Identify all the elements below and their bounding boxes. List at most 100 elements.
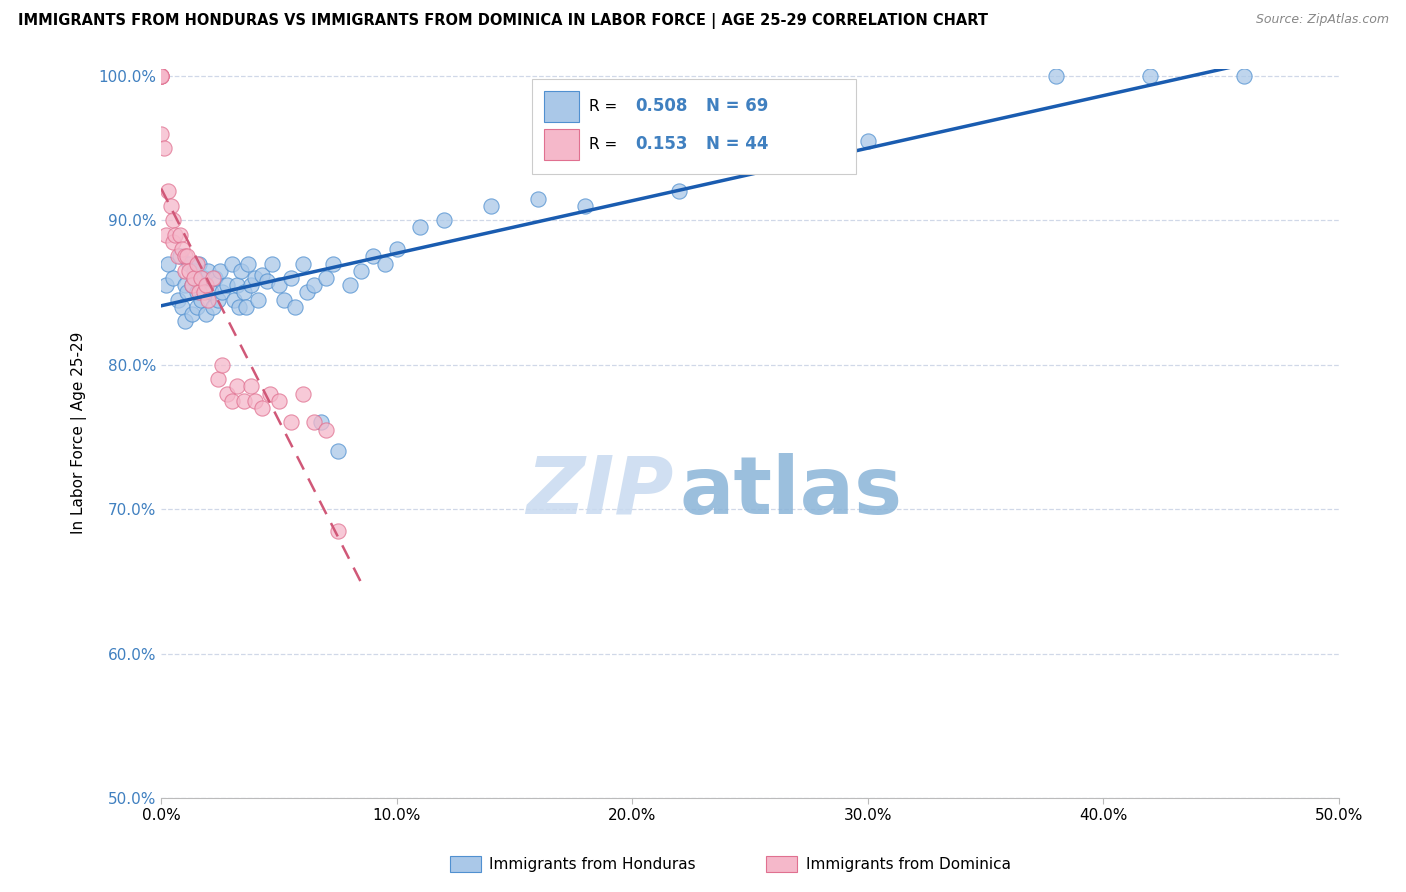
Point	[259, 386, 281, 401]
Point	[668, 184, 690, 198]
Point	[350, 264, 373, 278]
Point	[1139, 69, 1161, 83]
Point	[361, 249, 384, 263]
Point	[162, 235, 184, 249]
Point	[209, 264, 232, 278]
Point	[204, 271, 226, 285]
Point	[211, 285, 233, 300]
Point	[339, 278, 361, 293]
Text: Immigrants from Honduras: Immigrants from Honduras	[489, 857, 696, 871]
Point	[186, 300, 208, 314]
Point	[180, 307, 202, 321]
Text: ZIP: ZIP	[526, 452, 673, 531]
Point	[194, 307, 217, 321]
Point	[326, 524, 349, 538]
Point	[176, 285, 198, 300]
Point	[291, 386, 314, 401]
Text: 0.508: 0.508	[636, 97, 688, 115]
Point	[155, 278, 177, 293]
Point	[176, 249, 198, 263]
Point	[315, 423, 337, 437]
Point	[235, 300, 257, 314]
Point	[190, 293, 212, 307]
Point	[315, 271, 337, 285]
Point	[150, 127, 173, 141]
Point	[245, 393, 267, 408]
Point	[284, 300, 307, 314]
Point	[157, 256, 180, 270]
Point	[304, 416, 326, 430]
Point	[162, 213, 184, 227]
Point	[232, 393, 254, 408]
Bar	[544, 91, 579, 122]
Point	[256, 274, 278, 288]
Text: Immigrants from Dominica: Immigrants from Dominica	[806, 857, 1011, 871]
Point	[228, 300, 250, 314]
Point	[409, 220, 432, 235]
Point	[224, 293, 246, 307]
Point	[322, 256, 344, 270]
Point	[1233, 69, 1256, 83]
Point	[374, 256, 396, 270]
Point	[180, 278, 202, 293]
Point	[433, 213, 456, 227]
Text: R =: R =	[589, 136, 621, 152]
Point	[186, 285, 208, 300]
Point	[225, 278, 247, 293]
Point	[260, 256, 283, 270]
Point	[231, 264, 253, 278]
Text: atlas: atlas	[679, 452, 903, 531]
Point	[186, 256, 208, 270]
Point	[762, 155, 785, 169]
Point	[202, 300, 225, 314]
Point	[166, 249, 188, 263]
Point	[239, 278, 262, 293]
Point	[221, 256, 243, 270]
Point	[173, 278, 195, 293]
Point	[479, 199, 502, 213]
Point	[155, 227, 177, 242]
Point	[159, 199, 181, 213]
Point	[326, 444, 349, 458]
Point	[856, 134, 879, 148]
Point	[162, 271, 184, 285]
Point	[1045, 69, 1067, 83]
Point	[169, 227, 191, 242]
Text: R =: R =	[589, 99, 621, 114]
Point	[291, 256, 314, 270]
Point	[280, 271, 302, 285]
Text: IMMIGRANTS FROM HONDURAS VS IMMIGRANTS FROM DOMINICA IN LABOR FORCE | AGE 25-29 : IMMIGRANTS FROM HONDURAS VS IMMIGRANTS F…	[18, 13, 988, 29]
Text: N = 69: N = 69	[706, 97, 769, 115]
Point	[169, 249, 191, 263]
Point	[245, 271, 267, 285]
Point	[190, 278, 212, 293]
Point	[221, 393, 243, 408]
Point	[273, 293, 295, 307]
Point	[574, 199, 596, 213]
Point	[152, 141, 174, 155]
Point	[166, 293, 188, 307]
Bar	[544, 129, 579, 160]
Point	[150, 69, 173, 83]
Point	[150, 69, 173, 83]
Point	[217, 278, 239, 293]
Point	[173, 314, 195, 328]
Point	[207, 293, 229, 307]
Point	[173, 264, 195, 278]
Point	[193, 271, 215, 285]
Point	[217, 386, 239, 401]
Point	[202, 271, 225, 285]
Point	[267, 278, 290, 293]
Point	[183, 264, 205, 278]
Y-axis label: In Labor Force | Age 25-29: In Labor Force | Age 25-29	[72, 332, 87, 534]
Point	[197, 293, 219, 307]
Point	[297, 285, 319, 300]
Point	[179, 264, 201, 278]
Text: Source: ZipAtlas.com: Source: ZipAtlas.com	[1256, 13, 1389, 27]
Point	[385, 242, 408, 256]
Point	[190, 271, 212, 285]
Point	[246, 293, 269, 307]
FancyBboxPatch shape	[531, 79, 856, 174]
Point	[180, 278, 202, 293]
Point	[211, 358, 233, 372]
